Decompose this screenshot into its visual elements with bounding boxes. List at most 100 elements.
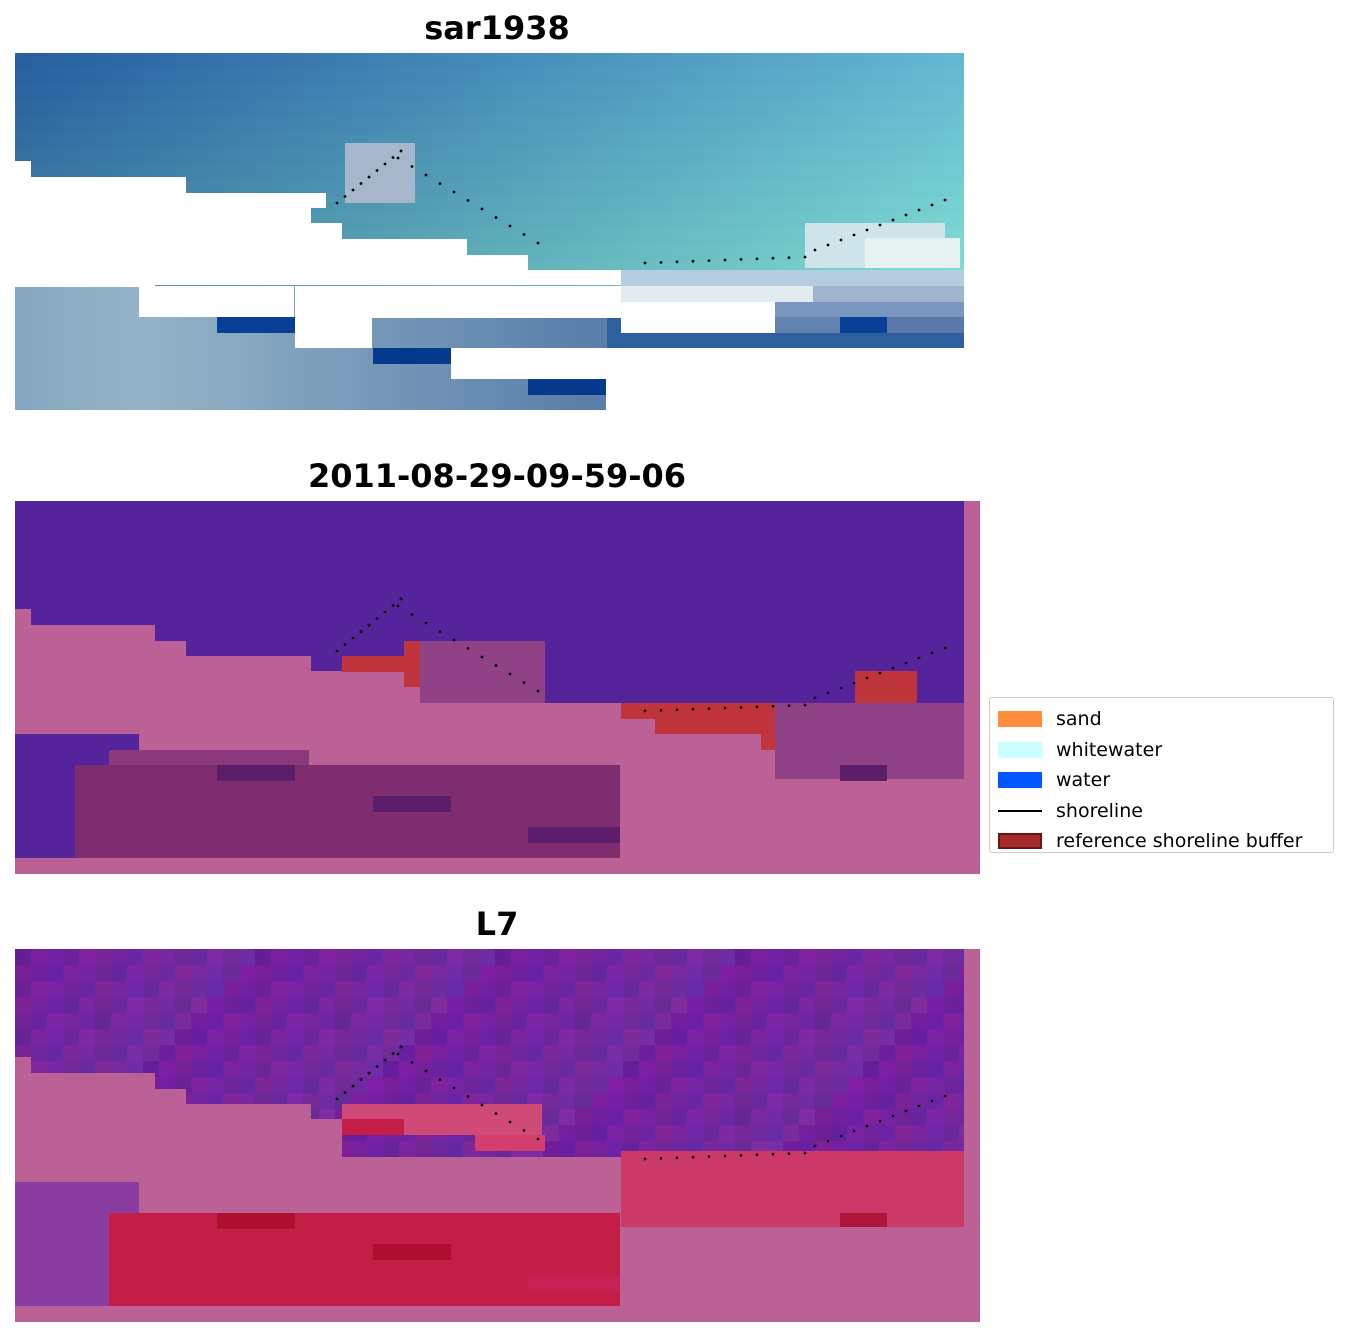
mndwi-pixel	[639, 1029, 655, 1045]
rgb-pixel	[495, 85, 511, 101]
mndwi-pixel	[31, 997, 47, 1013]
rgb-pixel	[863, 117, 879, 133]
rgb-pixel	[111, 286, 127, 302]
rgb-pixel	[255, 382, 271, 398]
rgb-pixel	[815, 197, 831, 213]
mndwi-pixel	[335, 949, 351, 965]
rgb-pixel	[927, 85, 943, 101]
rgb-pixel	[807, 317, 823, 333]
rgb-pixel	[767, 117, 783, 133]
rgb-pixel	[239, 53, 255, 69]
mndwi-pixel	[879, 1093, 895, 1109]
mndwi-pixel	[735, 965, 751, 981]
mndwi-pixel	[575, 1013, 591, 1029]
mndwi-pixel	[351, 1141, 367, 1157]
rgb-pixel	[543, 213, 559, 229]
mndwi-pixel	[575, 1093, 591, 1109]
mndwi-pixel	[783, 949, 799, 965]
rgb-pixel	[31, 318, 47, 334]
shoreline-point	[480, 655, 484, 659]
rgb-pixel	[885, 317, 964, 333]
rgb-pixel	[431, 53, 447, 69]
rgb-pixel	[575, 85, 591, 101]
legend-label-shoreline: shoreline	[1056, 799, 1143, 822]
mndwi-pixel	[607, 1109, 623, 1125]
mndwi-pixel	[831, 1045, 847, 1061]
shoreline-point	[755, 1153, 759, 1157]
rgb-pixel	[735, 181, 751, 197]
mndwi-pixel	[527, 1029, 543, 1045]
mndwi-pixel	[687, 997, 703, 1013]
rgb-pixel	[959, 133, 964, 149]
rgb-pixel	[223, 117, 239, 133]
mndwi-pixel	[223, 981, 239, 997]
rgb-pixel	[207, 366, 223, 382]
mndwi-pixel	[575, 965, 591, 981]
mndwi-pixel	[895, 1013, 911, 1029]
mndwi-pixel	[783, 1077, 799, 1093]
mndwi-pixel	[927, 981, 943, 997]
rgb-pixel	[791, 317, 807, 333]
rgb-pixel	[957, 286, 964, 302]
rgb-pixel	[223, 53, 239, 69]
mndwi-pixel	[703, 949, 719, 965]
rgb-pixel	[559, 197, 575, 213]
mndwi-pixel	[415, 1013, 431, 1029]
rgb-pixel	[527, 245, 543, 261]
rgb-pixel	[351, 350, 367, 366]
rgb-pixel	[447, 382, 463, 398]
rgb-pixel	[351, 69, 367, 85]
mndwi-pixel	[335, 1061, 351, 1077]
rgb-pixel	[255, 165, 271, 181]
mndwi-land	[15, 1057, 31, 1183]
mndwi-pixel	[447, 949, 463, 965]
rgb-pixel	[591, 53, 607, 69]
rgb-pixel	[271, 165, 287, 181]
rgb-pixel	[463, 101, 479, 117]
mndwi-pixel	[335, 1013, 351, 1029]
mndwi-pixel	[783, 1125, 799, 1141]
rgb-pixel	[479, 398, 495, 410]
shoreline-point	[383, 610, 387, 614]
rgb-pixel	[175, 133, 191, 149]
shoreline-point	[891, 1114, 895, 1118]
mndwi-pixel	[655, 965, 671, 981]
rgb-pixel	[751, 181, 767, 197]
shoreline-point	[787, 704, 791, 707]
buffer-region	[404, 641, 420, 687]
rgb-pixel	[671, 53, 687, 69]
rgb-pixel	[591, 213, 607, 229]
mndwi-pixel	[367, 1045, 383, 1061]
shoreline-point	[691, 1155, 695, 1159]
mndwi-pixel	[767, 1125, 783, 1141]
shoreline-point	[424, 1069, 428, 1073]
mndwi-pixel	[719, 1029, 735, 1045]
rgb-pixel	[351, 101, 367, 117]
mndwi-pixel	[543, 1125, 559, 1141]
rgb-pixel	[207, 334, 223, 350]
mndwi-pixel	[783, 1109, 799, 1125]
mndwi-pixel	[79, 965, 95, 981]
mndwi-pixel	[655, 1109, 671, 1125]
mndwi-pixel	[207, 1029, 223, 1045]
mndwi-pixel	[495, 965, 511, 981]
rgb-pixel	[399, 382, 415, 398]
shoreline-point	[930, 651, 934, 655]
rgb-pixel	[303, 101, 319, 117]
mndwi-pixel	[767, 1013, 783, 1029]
surf-zone-bright	[865, 238, 960, 268]
rgb-pixel	[959, 165, 964, 181]
mndwi-pixel	[383, 1061, 399, 1077]
rgb-pixel	[607, 181, 623, 197]
mndwi-pixel	[543, 1061, 559, 1077]
mndwi-pixel	[895, 1077, 911, 1093]
rgb-pixel	[303, 117, 319, 133]
rgb-pixel	[31, 366, 47, 382]
mndwi-pixel	[559, 997, 575, 1013]
rgb-pixel	[255, 149, 271, 165]
mndwi-pixel	[143, 1029, 159, 1045]
shoreline-point	[917, 656, 921, 660]
mndwi-pixel	[735, 949, 751, 965]
mndwi-pixel	[415, 1141, 431, 1157]
mndwi-pixel	[399, 1029, 415, 1045]
